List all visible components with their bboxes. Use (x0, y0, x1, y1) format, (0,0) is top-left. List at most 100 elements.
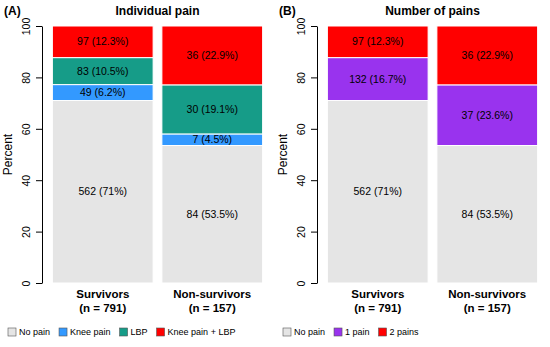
axis-line (42, 27, 43, 284)
legend: No pain Knee pain LBP Knee pain + LBP (8, 327, 235, 337)
figure: 562 (71%)84 (53.5%)49 (6.2%)7 (4.5%)83 (… (0, 0, 550, 347)
data-label: 30 (19.1%) (187, 103, 238, 115)
legend-label: Knee pain + LBP (168, 327, 236, 337)
axis-title: Percent (276, 133, 290, 175)
tick: 40 (20, 175, 42, 187)
data-label: 37 (23.6%) (462, 109, 513, 121)
category-label: Survivors(n = 791) (76, 288, 129, 314)
legend-item: Knee pain (59, 327, 111, 337)
legend-item: No pain (283, 327, 325, 337)
axis-title: Percent (1, 133, 15, 175)
y-axis: 0 20 40 60 80 100 (295, 18, 318, 287)
legend-swatch (379, 328, 387, 336)
tick: 40 (295, 175, 317, 187)
tick-label: 40 (20, 175, 32, 187)
tick-label: 0 (295, 280, 307, 286)
tick-mark (311, 129, 317, 130)
bars (52, 26, 262, 283)
category-label: Survivors(n = 791) (351, 288, 404, 314)
data-label: 84 (53.5%) (462, 208, 513, 220)
legend-item: 2 pains (379, 327, 420, 337)
bar-segment (437, 26, 538, 85)
bar-segment (52, 58, 153, 85)
tick-mark (36, 26, 42, 27)
legend-label: No pain (294, 327, 325, 337)
tick-label: 60 (295, 123, 307, 135)
bar-segment (52, 85, 153, 101)
tick: 20 (20, 226, 42, 238)
data-label: 36 (22.9%) (462, 49, 513, 61)
legend-swatch (283, 328, 291, 336)
bar-segment (437, 146, 538, 283)
tick-label: 100 (20, 18, 32, 36)
bar-segment (162, 146, 263, 283)
tick-mark (311, 77, 317, 78)
tick-label: 40 (295, 175, 307, 187)
legend-item: LBP (120, 327, 148, 337)
tick-label: 80 (295, 72, 307, 84)
tick-mark (36, 232, 42, 233)
legend-swatch (334, 328, 342, 336)
tick-mark (311, 180, 317, 181)
panel: 562 (71%)84 (53.5%)49 (6.2%)7 (4.5%)83 (… (1, 4, 263, 337)
category-label: Non-survivors(n = 157) (448, 288, 526, 314)
bar-segment (327, 26, 428, 58)
tick: 60 (295, 123, 317, 135)
data-label: 36 (22.9%) (187, 49, 238, 61)
legend-item: 1 pain (334, 327, 370, 337)
tick-mark (36, 283, 42, 284)
legend-label: Knee pain (70, 327, 111, 337)
title: Individual pain (115, 4, 199, 18)
bar-segment (162, 85, 263, 134)
legend-swatch (120, 328, 128, 336)
tick-label: 100 (295, 18, 307, 36)
data-label: 84 (53.5%) (187, 208, 238, 220)
data-label: 562 (71%) (79, 185, 127, 197)
legend-label: LBP (131, 327, 148, 337)
tick: 0 (295, 280, 317, 286)
legend-label: 1 pain (345, 327, 370, 337)
tick-label: 0 (20, 280, 32, 286)
panel-label: (A) (4, 4, 21, 18)
legend-swatch (8, 328, 16, 336)
axis-line (317, 27, 318, 284)
legend-swatch (157, 328, 165, 336)
tick: 0 (20, 280, 42, 286)
tick-label: 80 (20, 72, 32, 84)
bar-segment (162, 134, 263, 146)
category-label: Non-survivors(n = 157) (173, 288, 251, 314)
bar-segment (52, 101, 153, 283)
title: Number of pains (385, 4, 480, 18)
legend-swatch (59, 328, 67, 336)
tick-label: 20 (20, 226, 32, 238)
bar-segment (327, 101, 428, 283)
data-label: 132 (16.7%) (349, 73, 406, 85)
bar-segment (162, 26, 263, 85)
tick: 80 (20, 72, 42, 84)
tick-mark (311, 232, 317, 233)
data-label: 7 (4.5%) (192, 133, 232, 145)
bar-segment (437, 85, 538, 146)
data-labels: 562 (71%) 84 (53.5%) 132 (16.7%) 37 (23.6%)… (349, 35, 513, 219)
tick-mark (36, 180, 42, 181)
tick-label: 20 (295, 226, 307, 238)
bar-segment (327, 58, 428, 101)
data-label: 97 (12.3%) (77, 35, 128, 47)
data-label: 562 (71%) (354, 185, 402, 197)
data-label: 49 (6.2%) (80, 86, 126, 98)
panel: 562 (71%) 84 (53.5%) 132 (16.7%) 37 (23.6%)… (276, 4, 538, 337)
bars (327, 26, 537, 283)
tick: 80 (295, 72, 317, 84)
tick: 20 (295, 226, 317, 238)
panel-label: (B) (279, 4, 296, 18)
tick-label: 60 (20, 123, 32, 135)
data-label: 97 (12.3%) (352, 35, 403, 47)
tick-mark (36, 77, 42, 78)
tick: 60 (20, 123, 42, 135)
legend-label: No pain (19, 327, 50, 337)
tick: 100 (295, 18, 317, 36)
legend-item: Knee pain + LBP (157, 327, 236, 337)
tick-mark (311, 26, 317, 27)
tick-mark (311, 283, 317, 284)
y-axis: 0 20 40 60 80 100 (20, 18, 43, 287)
